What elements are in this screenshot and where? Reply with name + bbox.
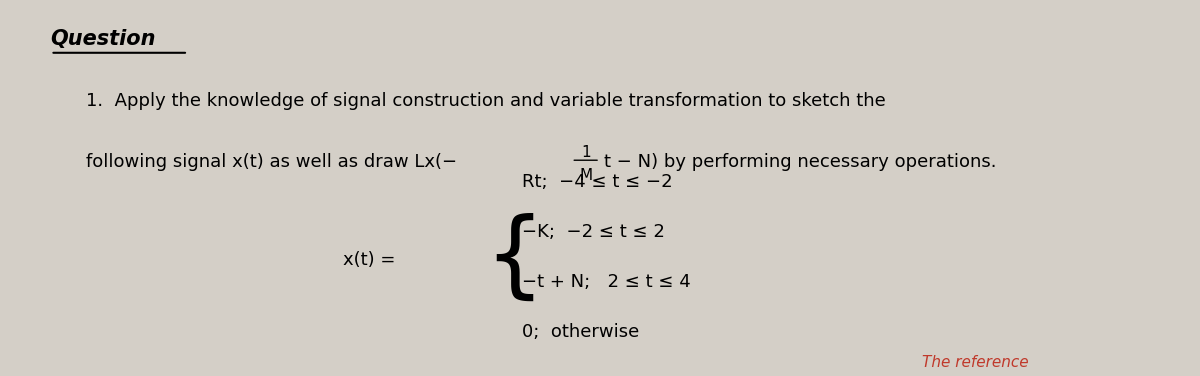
Text: Question: Question xyxy=(50,29,156,49)
Text: M: M xyxy=(580,168,593,183)
Text: −t + N;   2 ≤ t ≤ 4: −t + N; 2 ≤ t ≤ 4 xyxy=(522,273,691,291)
Text: The reference: The reference xyxy=(923,355,1030,370)
Text: 1: 1 xyxy=(581,146,590,161)
Text: {: { xyxy=(484,212,545,305)
Text: 0;  otherwise: 0; otherwise xyxy=(522,323,640,341)
Text: Rt;  −4 ≤ t ≤ −2: Rt; −4 ≤ t ≤ −2 xyxy=(522,173,673,191)
Text: −K;  −2 ≤ t ≤ 2: −K; −2 ≤ t ≤ 2 xyxy=(522,223,665,241)
Text: t − N) by performing necessary operations.: t − N) by performing necessary operation… xyxy=(604,153,996,171)
Text: x(t) =: x(t) = xyxy=(343,251,396,269)
Text: following signal x(t) as well as draw Lx(−: following signal x(t) as well as draw Lx… xyxy=(86,153,457,171)
Text: 1.  Apply the knowledge of signal construction and variable transformation to sk: 1. Apply the knowledge of signal constru… xyxy=(86,92,886,110)
